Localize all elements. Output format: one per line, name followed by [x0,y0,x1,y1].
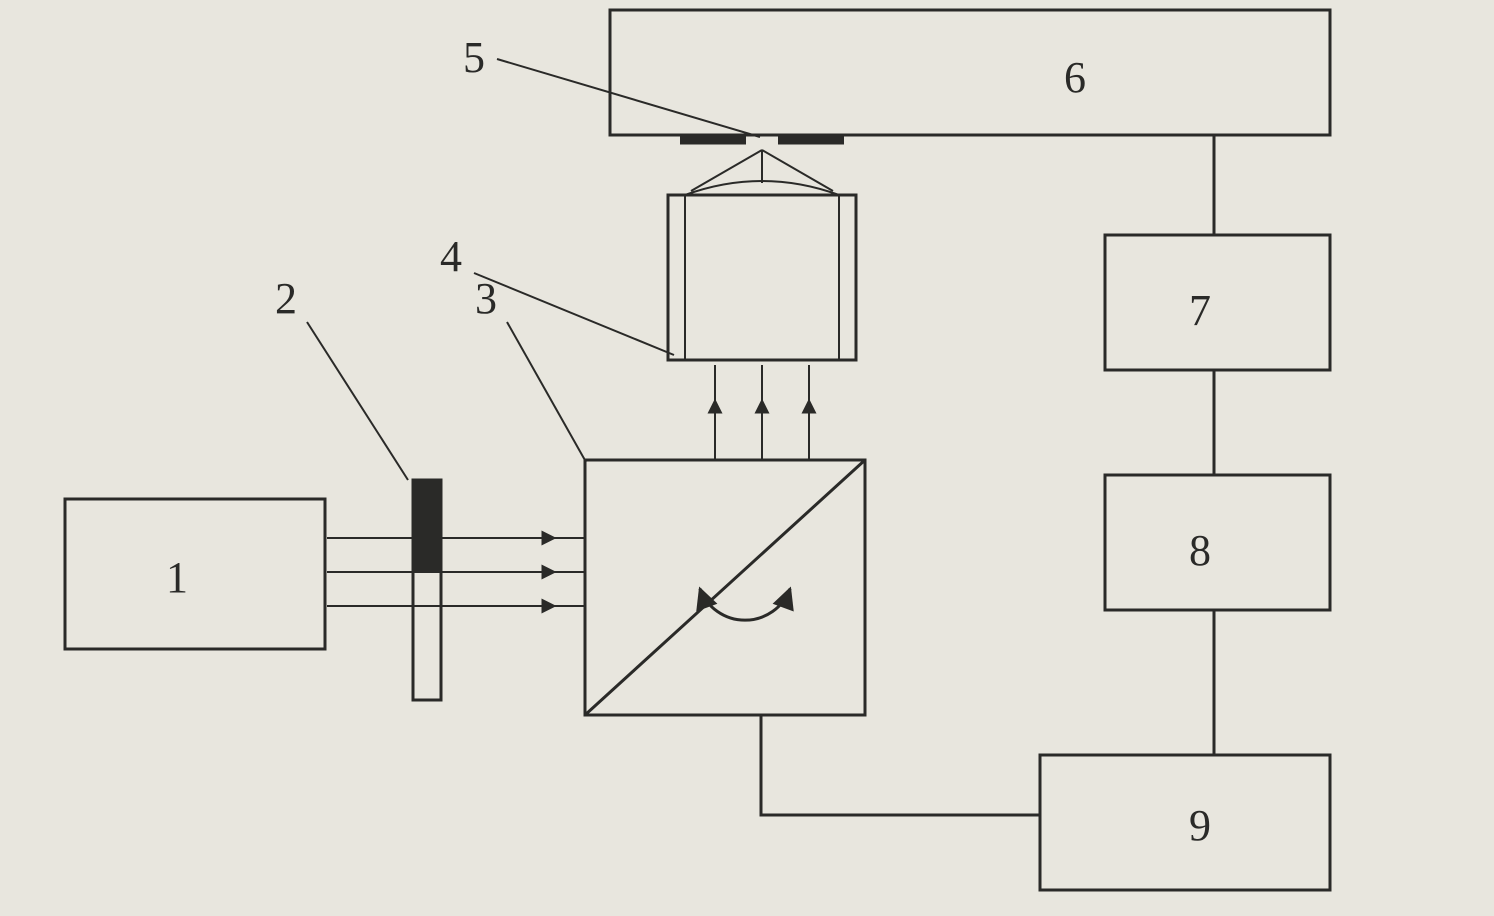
filter-open [413,570,441,700]
label-b6: 6 [1064,53,1086,102]
label-l2: 2 [275,274,297,323]
oscillation-arrow [700,589,790,621]
leader-l3 [507,322,586,462]
objective-lens-arc [685,181,839,195]
label-l4: 4 [440,232,462,281]
filter-dark [413,480,441,570]
connector-3 [761,715,1040,815]
block-b9 [1040,755,1330,890]
objective-barrel-outer [668,195,856,360]
block-b7 [1105,235,1330,370]
label-b9: 9 [1189,801,1211,850]
leader-l5 [497,59,760,137]
label-b7: 7 [1189,286,1211,335]
block-b8 [1105,475,1330,610]
block-b6 [610,10,1330,135]
leader-l4 [474,273,674,355]
scanner-mirror [585,460,865,715]
label-b1: 1 [166,553,188,602]
block-b1 [65,499,325,649]
leader-l2 [307,322,408,480]
label-l5: 5 [463,33,485,82]
label-b8: 8 [1189,526,1211,575]
